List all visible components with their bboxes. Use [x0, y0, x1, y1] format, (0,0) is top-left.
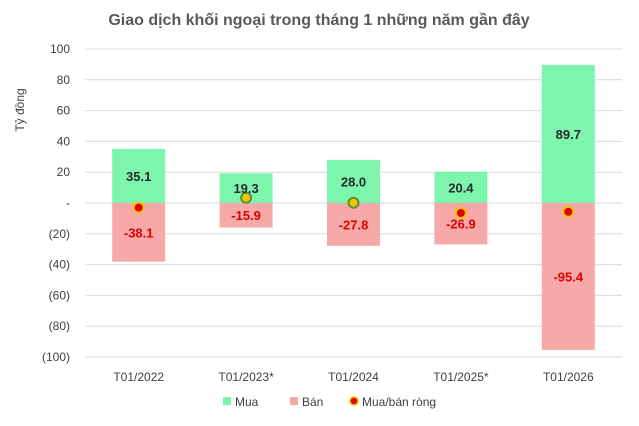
sell-data-label: -15.9 [231, 208, 261, 223]
buy-bar [541, 64, 595, 203]
net-markers [132, 191, 575, 220]
legend-label: Mua/bán ròng [362, 395, 436, 409]
sell-data-label: -95.4 [553, 269, 583, 284]
data-labels: 35.1 -38.1 19.3 -15.9 28.0 -27.8 20.4 -26.9 89.7… [124, 127, 584, 285]
sell-bar [219, 203, 273, 228]
buy-data-label: 19.3 [233, 181, 258, 196]
y-tick-label: 100 [50, 42, 70, 56]
legend-marker [349, 396, 359, 406]
legend: Mua Bán Mua/bán ròng [223, 395, 436, 409]
buy-bar [434, 171, 488, 203]
sell-data-label: -38.1 [124, 225, 154, 240]
y-tick-label: (20) [49, 227, 70, 241]
bars [112, 64, 595, 350]
sell-bar [327, 203, 380, 246]
net-marker [454, 207, 467, 220]
sell-data-label: -26.9 [446, 217, 476, 232]
net-marker [240, 191, 253, 204]
buy-bar [112, 148, 166, 203]
legend-swatch [290, 397, 298, 405]
y-tick-label: 60 [57, 104, 71, 118]
y-tick-label: (100) [42, 350, 70, 364]
x-tick-label: T01/2022 [113, 370, 164, 384]
y-tick-label: (80) [49, 319, 70, 333]
net-marker [562, 205, 575, 218]
buy-data-label: 89.7 [556, 127, 581, 142]
x-tick-label: T01/2023* [218, 370, 274, 384]
sell-data-label: -27.8 [339, 217, 369, 232]
legend-swatch [223, 397, 231, 405]
x-tick-labels: T01/2022 T01/2023* T01/2024 T01/2025* T01/20… [113, 370, 594, 384]
buy-data-label: 20.4 [448, 180, 474, 195]
y-tick-label: (40) [49, 258, 70, 272]
buy-data-label: 35.1 [126, 169, 151, 184]
sell-bar [541, 203, 595, 350]
net-marker [132, 201, 145, 214]
y-tick-label: (60) [49, 288, 70, 302]
y-tick-label: - [66, 196, 70, 210]
y-tick-label: 80 [57, 73, 71, 87]
y-tick-labels: 100 80 60 40 20 - (20) (40) (60) (80) (100) [42, 42, 70, 364]
chart-title: Giao dịch khối ngoại trong tháng 1 những… [108, 12, 529, 29]
x-tick-label: T01/2026 [543, 370, 594, 384]
x-tick-label: T01/2024 [328, 370, 379, 384]
legend-label: Mua [235, 395, 259, 409]
y-tick-label: 20 [57, 165, 71, 179]
y-axis-label: Tỷ đồng [13, 88, 27, 131]
legend-label: Bán [302, 395, 323, 409]
x-tick-label: T01/2025* [433, 370, 489, 384]
net-marker [347, 196, 360, 209]
y-tick-label: 40 [57, 134, 71, 148]
buy-bar [327, 159, 380, 203]
buy-data-label: 28.0 [341, 174, 366, 189]
